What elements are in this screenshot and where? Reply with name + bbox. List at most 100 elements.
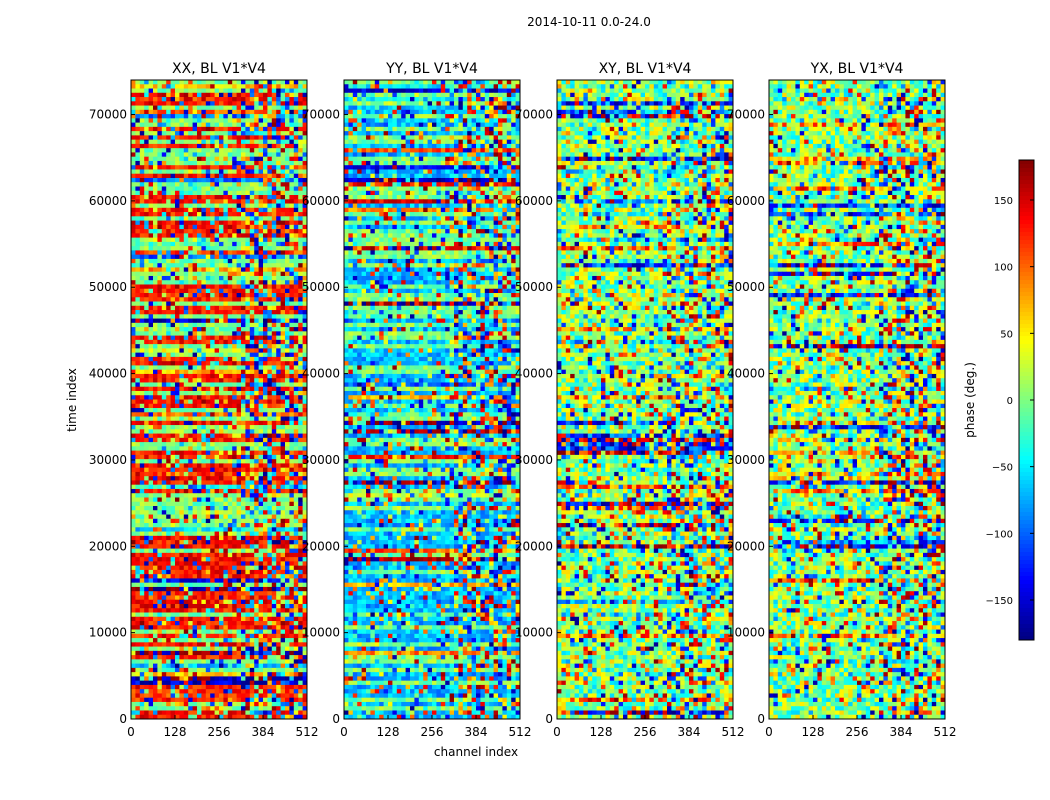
colorbar-step [1019, 608, 1034, 613]
colorbar-step [1019, 628, 1034, 633]
colorbar-step [1019, 532, 1034, 537]
colorbar-step [1019, 624, 1034, 629]
colorbar-step [1019, 480, 1034, 485]
colorbar-step [1019, 252, 1034, 257]
panel-2: XY, BL V1*V4 0 128 256 384 512 0 10000 20000 3000… [515, 61, 745, 739]
colorbar-step [1019, 176, 1034, 181]
panel-3: YX, BL V1*V4 0 128 256 384 512 0 10000 20000 3000… [727, 61, 957, 739]
x-tick-label: 384 [890, 725, 913, 739]
y-tick-label: 10000 [515, 626, 553, 640]
colorbar-step [1019, 332, 1034, 337]
colorbar-step [1019, 620, 1034, 625]
colorbar-step [1019, 244, 1034, 249]
colorbar-step [1019, 540, 1034, 545]
colorbar-step [1019, 208, 1034, 213]
y-tick-label: 40000 [302, 367, 340, 381]
y-tick-label: 10000 [89, 626, 127, 640]
colorbar-tick-label: −150 [986, 596, 1013, 607]
colorbar-step [1019, 196, 1034, 201]
colorbar-step [1019, 420, 1034, 425]
y-tick-label: 20000 [302, 539, 340, 553]
colorbar-step [1019, 320, 1034, 325]
colorbar-step [1019, 200, 1034, 205]
heatmap-cells-panel-1 [344, 80, 521, 720]
colorbar-step [1019, 324, 1034, 329]
colorbar-step [1019, 416, 1034, 421]
colorbar-tick-label: −50 [992, 463, 1013, 474]
colorbar-step [1019, 224, 1034, 229]
colorbar-step [1019, 232, 1034, 237]
panel-title: YX, BL V1*V4 [810, 61, 904, 77]
x-tick-label: 128 [164, 725, 187, 739]
colorbar-step [1019, 636, 1034, 641]
colorbar-step [1019, 488, 1034, 493]
colorbar-step [1019, 264, 1034, 269]
y-tick-label: 30000 [302, 453, 340, 467]
colorbar-step [1019, 600, 1034, 605]
x-axis-label: channel index [434, 745, 518, 759]
y-tick-label: 60000 [89, 194, 127, 208]
colorbar-tick-label: 150 [994, 196, 1013, 207]
colorbar-step [1019, 204, 1034, 209]
colorbar-step [1019, 436, 1034, 441]
x-tick-label: 512 [296, 725, 319, 739]
colorbar-step [1019, 168, 1034, 173]
panel-title: XX, BL V1*V4 [172, 61, 266, 77]
x-tick-label: 256 [421, 725, 444, 739]
heatmap-cells-panel-3 [769, 80, 946, 720]
x-tick-label: 0 [340, 725, 348, 739]
y-tick-label: 10000 [302, 626, 340, 640]
colorbar-step [1019, 384, 1034, 389]
colorbar-step [1019, 556, 1034, 561]
colorbar-step [1019, 192, 1034, 197]
colorbar-step [1019, 616, 1034, 621]
colorbar-step [1019, 364, 1034, 369]
y-tick-label: 50000 [727, 280, 765, 294]
x-tick-label: 256 [208, 725, 231, 739]
colorbar-step [1019, 560, 1034, 565]
colorbar-step [1019, 284, 1034, 289]
colorbar-step [1019, 356, 1034, 361]
colorbar-step [1019, 160, 1034, 165]
colorbar-step [1019, 256, 1034, 261]
y-tick-label: 70000 [302, 108, 340, 122]
colorbar-step [1019, 212, 1034, 217]
colorbar-step [1019, 216, 1034, 221]
y-tick-label: 70000 [89, 108, 127, 122]
panel-0: XX, BL V1*V4 0 128 256 384 512 0 10000 20000 3000… [89, 61, 319, 739]
y-tick-label: 40000 [727, 367, 765, 381]
colorbar: 150 100 50 0 −50 −100 −150 [986, 159, 1035, 641]
y-tick-label: 60000 [727, 194, 765, 208]
colorbar-step [1019, 508, 1034, 513]
y-tick-label: 0 [119, 712, 127, 726]
colorbar-step [1019, 400, 1034, 405]
panel-1: YY, BL V1*V4 0 128 256 384 512 0 10000 20000 3000… [302, 61, 532, 739]
colorbar-step [1019, 340, 1034, 345]
x-tick-label: 512 [722, 725, 745, 739]
x-tick-label: 128 [590, 725, 613, 739]
colorbar-step [1019, 376, 1034, 381]
x-tick-label: 512 [934, 725, 957, 739]
y-tick-label: 50000 [89, 280, 127, 294]
colorbar-step [1019, 520, 1034, 525]
colorbar-step [1019, 612, 1034, 617]
x-tick-label: 128 [377, 725, 400, 739]
colorbar-step [1019, 336, 1034, 341]
colorbar-step [1019, 392, 1034, 397]
x-tick-label: 256 [634, 725, 657, 739]
colorbar-step [1019, 496, 1034, 501]
panel-title: XY, BL V1*V4 [599, 61, 692, 77]
colorbar-step [1019, 268, 1034, 273]
colorbar-step [1019, 164, 1034, 169]
colorbar-step [1019, 352, 1034, 357]
colorbar-step [1019, 544, 1034, 549]
colorbar-step [1019, 604, 1034, 609]
colorbar-step [1019, 236, 1034, 241]
colorbar-step [1019, 308, 1034, 313]
y-tick-label: 0 [332, 712, 340, 726]
y-tick-label: 40000 [515, 367, 553, 381]
colorbar-step [1019, 584, 1034, 589]
colorbar-step [1019, 432, 1034, 437]
colorbar-step [1019, 444, 1034, 449]
colorbar-step [1019, 460, 1034, 465]
